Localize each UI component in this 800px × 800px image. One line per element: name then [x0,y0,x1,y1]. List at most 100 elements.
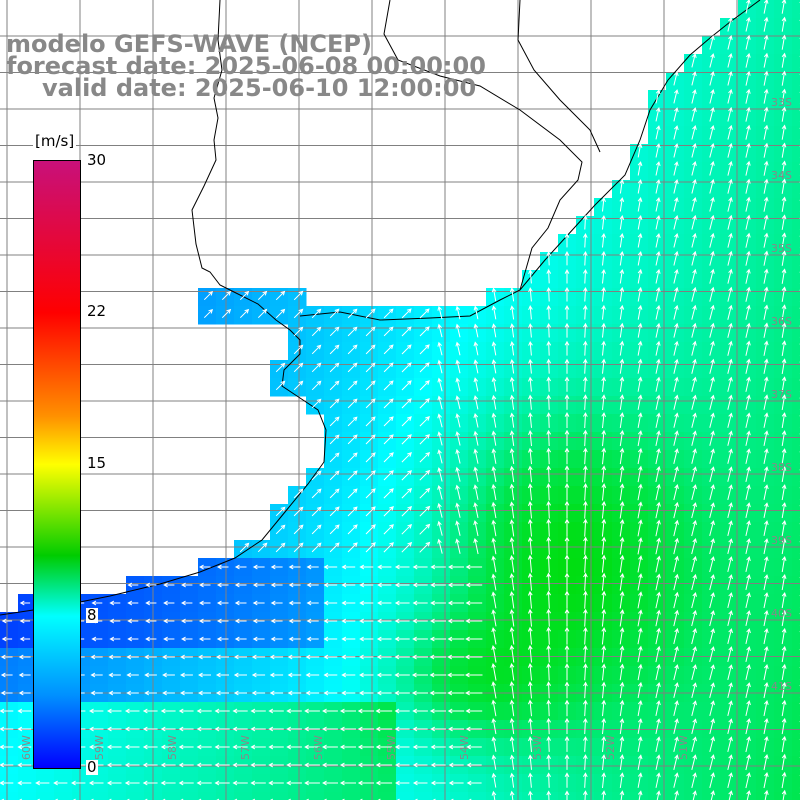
wind-arrow [491,644,497,663]
wind-arrow [509,537,515,555]
wind-arrow [286,780,302,786]
valid-date: valid date: 2025-06-10 12:00:00 [42,74,477,102]
wind-arrow [509,376,515,392]
wind-arrow [763,592,769,609]
wind-arrow [691,196,697,212]
wind-arrow [214,726,230,732]
wind-arrow [383,416,394,427]
wind-arrow [709,682,715,699]
wind-arrow [637,143,643,158]
wind-arrow [17,708,32,714]
colorbar [33,160,81,769]
wind-arrow [619,214,625,230]
wind-arrow [655,161,661,176]
wind-arrow [781,771,787,789]
wind-speed-cell [252,792,271,800]
wind-arrow [546,394,552,410]
wind-speed-cell [126,792,145,800]
wind-arrow [347,362,358,373]
wind-arrow [383,542,394,553]
wind-arrow [763,232,769,248]
wind-arrow [637,501,643,519]
wind-arrow [286,744,302,750]
wind-arrow [709,214,715,230]
wind-arrow [465,636,483,642]
wind-arrow [727,142,733,158]
wind-arrow [582,736,588,752]
wind-arrow [745,268,751,284]
wind-arrow [745,0,751,14]
wind-arrow [365,542,376,553]
wind-arrow [142,744,158,750]
wind-arrow [509,305,515,320]
wind-arrow [196,744,212,750]
wind-arrow [655,179,661,194]
wind-arrow [447,708,465,714]
wind-arrow [601,304,606,320]
wind-arrow [473,359,479,374]
wind-arrow [709,700,715,717]
wind-arrow [619,754,625,770]
longitude-label: 54W [458,735,471,760]
wind-speed-cell [756,792,775,800]
wind-arrow [365,326,376,337]
wind-arrow [763,16,769,32]
wind-arrow [582,304,588,320]
wind-arrow [564,447,570,465]
wind-arrow [465,564,483,570]
wind-arrow [763,609,769,627]
wind-arrow [727,754,733,771]
wind-arrow [691,664,697,681]
wind-arrow [637,232,643,248]
wind-arrow [619,681,625,699]
wind-arrow [691,484,697,501]
wind-arrow [160,762,176,768]
wind-arrow [691,430,697,446]
wind-arrow [466,762,482,768]
colorbar-tick: 30 [86,151,108,169]
wind-arrow [465,582,483,588]
wind-arrow [306,636,319,642]
wind-arrow [763,0,769,14]
wind-arrow [582,376,588,392]
wind-arrow [347,470,358,481]
wind-arrow [727,178,733,194]
wind-arrow [491,412,497,428]
wind-arrow [252,618,265,624]
wind-arrow [419,541,431,553]
wind-arrow [311,326,322,337]
wind-arrow [564,269,570,284]
wind-arrow [763,484,769,500]
wind-arrow [691,537,697,555]
wind-arrow [763,448,769,464]
wind-arrow [564,304,570,320]
wind-arrow [383,398,394,409]
wind-arrow [509,699,515,717]
latitude-label: 41S [771,680,792,693]
wind-arrow [601,590,607,609]
wind-arrow [564,736,570,752]
wind-arrow [583,681,588,699]
wind-arrow [528,736,533,752]
wind-arrow [491,555,497,573]
wind-arrow [763,88,769,104]
wind-arrow [763,771,769,789]
wind-arrow [275,380,286,391]
wind-arrow [582,233,588,248]
wind-arrow [323,618,338,624]
wind-arrow [180,690,193,696]
wind-arrow [0,672,13,678]
wind-arrow [127,600,139,606]
wind-arrow [437,502,443,518]
wind-arrow [419,434,430,445]
wind-arrow [763,196,769,212]
wind-speed-cell [792,450,800,469]
wind-arrow [637,430,643,447]
wind-arrow [781,394,787,410]
wind-speed-cell [792,486,800,505]
wind-arrow [601,232,606,248]
wind-arrow [601,608,607,627]
wind-arrow [311,506,322,517]
